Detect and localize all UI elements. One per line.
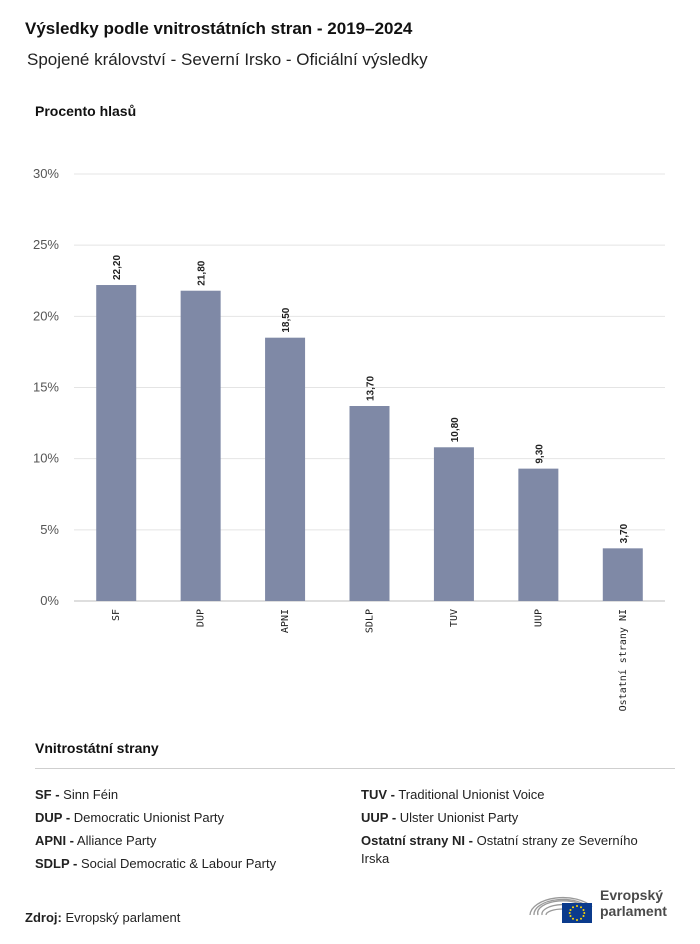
- legend-item: SDLP - Social Democratic & Labour Party: [35, 855, 335, 873]
- parliament-hemicycle-icon: [529, 896, 593, 923]
- eu-flag-icon: [562, 903, 592, 923]
- bar: [602, 548, 643, 601]
- y-tick-label: 5%: [40, 522, 59, 537]
- legend-name: Social Democratic & Labour Party: [77, 856, 277, 871]
- legend-item: Ostatní strany NI - Ostatní strany ze Se…: [361, 832, 661, 868]
- legend-column-right: TUV - Traditional Unionist Voice UUP - Ul…: [361, 786, 661, 873]
- logo-text: Evropský parlament: [600, 887, 667, 919]
- legend-abbr: SF -: [35, 787, 60, 802]
- legend-name: Sinn Féin: [59, 787, 119, 802]
- x-tick-label: UUP: [533, 609, 544, 627]
- bar: [349, 406, 390, 601]
- legend-item: APNI - Alliance Party: [35, 832, 335, 850]
- data-label: 13,70: [366, 376, 377, 401]
- data-label: 3,70: [619, 523, 630, 543]
- y-tick-label: 20%: [33, 308, 59, 323]
- legend-item: TUV - Traditional Unionist Voice: [361, 786, 661, 804]
- legend-abbr: APNI -: [35, 833, 74, 848]
- legend-item: DUP - Democratic Unionist Party: [35, 809, 335, 827]
- bar: [518, 468, 559, 601]
- legend-item: SF - Sinn Féin: [35, 786, 335, 804]
- bar: [433, 447, 474, 601]
- x-tick-label: SDLP: [365, 609, 376, 633]
- y-tick-label: 15%: [33, 380, 59, 395]
- y-tick-label: 0%: [40, 593, 59, 608]
- european-parliament-logo: Evropský parlament: [528, 885, 678, 925]
- legend-name: Democratic Unionist Party: [70, 810, 225, 825]
- bar: [96, 285, 137, 601]
- x-tick-label: DUP: [196, 609, 207, 627]
- data-label: 9,30: [534, 444, 545, 464]
- legend-name: Alliance Party: [74, 833, 157, 848]
- chart-title: Výsledky podle vnitrostátních stran - 20…: [25, 19, 413, 38]
- data-label: 10,80: [450, 417, 461, 442]
- source-value: Evropský parlament: [65, 910, 181, 925]
- logo-line-1: Evropský: [600, 887, 664, 903]
- y-tick-label: 30%: [33, 166, 59, 181]
- legend-item: UUP - Ulster Unionist Party: [361, 809, 661, 827]
- legend-column-left: SF - Sinn Féin DUP - Democratic Unionist …: [35, 786, 335, 878]
- legend-abbr: UUP -: [361, 810, 397, 825]
- y-tick-label: 10%: [33, 451, 59, 466]
- legend-abbr: SDLP -: [35, 856, 78, 871]
- legend-name: Ostatní strany ze Severního Irska: [361, 833, 638, 866]
- source-note: Zdroj: Evropský parlament: [25, 910, 180, 925]
- logo-line-2: parlament: [600, 903, 667, 919]
- x-tick-label: TUV: [449, 609, 460, 627]
- x-tick-label: SF: [111, 609, 122, 621]
- legend-name: Traditional Unionist Voice: [394, 787, 545, 802]
- y-tick-label: 25%: [33, 237, 59, 252]
- legend-name: Ulster Unionist Party: [396, 810, 519, 825]
- x-tick-label: Ostatní strany NI: [617, 609, 629, 711]
- x-tick-label: APNI: [280, 609, 291, 633]
- chart-subtitle: Spojené království - Severní Irsko - Ofi…: [27, 50, 428, 69]
- bar: [265, 337, 306, 601]
- data-label: 22,20: [112, 255, 123, 280]
- bar-chart: 0% 5% 10% 15% 20% 25% 30% 22,20 SF 21,80 DUP 18,50 A…: [33, 166, 665, 711]
- y-axis-label: Procento hlasů: [35, 103, 137, 119]
- legend-abbr: TUV -: [361, 787, 395, 802]
- legend-abbr: Ostatní strany NI -: [361, 833, 473, 848]
- data-label: 21,80: [197, 260, 208, 285]
- legend-divider: [35, 768, 675, 769]
- source-label: Zdroj:: [25, 910, 62, 925]
- bar: [180, 290, 221, 601]
- legend-abbr: DUP -: [35, 810, 71, 825]
- legend-title: Vnitrostátní strany: [35, 740, 159, 756]
- data-label: 18,50: [281, 307, 292, 332]
